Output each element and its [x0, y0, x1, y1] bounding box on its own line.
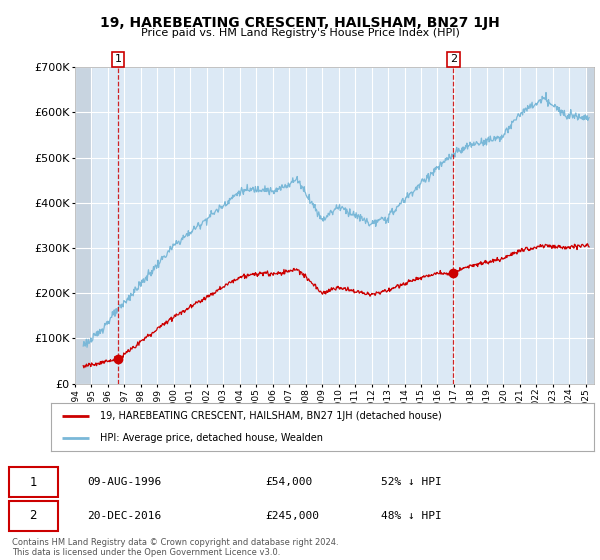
Text: 09-AUG-1996: 09-AUG-1996 — [87, 477, 161, 487]
Text: 1: 1 — [29, 475, 37, 489]
Text: 2: 2 — [450, 54, 457, 64]
FancyBboxPatch shape — [9, 467, 58, 497]
FancyBboxPatch shape — [9, 501, 58, 531]
Text: Price paid vs. HM Land Registry's House Price Index (HPI): Price paid vs. HM Land Registry's House … — [140, 28, 460, 38]
Text: £245,000: £245,000 — [265, 511, 319, 521]
Text: 19, HAREBEATING CRESCENT, HAILSHAM, BN27 1JH (detached house): 19, HAREBEATING CRESCENT, HAILSHAM, BN27… — [100, 411, 442, 421]
Text: 48% ↓ HPI: 48% ↓ HPI — [380, 511, 442, 521]
Text: Contains HM Land Registry data © Crown copyright and database right 2024.
This d: Contains HM Land Registry data © Crown c… — [12, 538, 338, 557]
Text: 19, HAREBEATING CRESCENT, HAILSHAM, BN27 1JH: 19, HAREBEATING CRESCENT, HAILSHAM, BN27… — [100, 16, 500, 30]
Text: £54,000: £54,000 — [265, 477, 313, 487]
Text: 1: 1 — [115, 54, 122, 64]
Text: HPI: Average price, detached house, Wealden: HPI: Average price, detached house, Weal… — [100, 433, 323, 443]
Bar — [75, 67, 91, 384]
Bar — [586, 67, 594, 384]
Text: 20-DEC-2016: 20-DEC-2016 — [87, 511, 161, 521]
Text: 2: 2 — [29, 509, 37, 522]
Text: 52% ↓ HPI: 52% ↓ HPI — [380, 477, 442, 487]
